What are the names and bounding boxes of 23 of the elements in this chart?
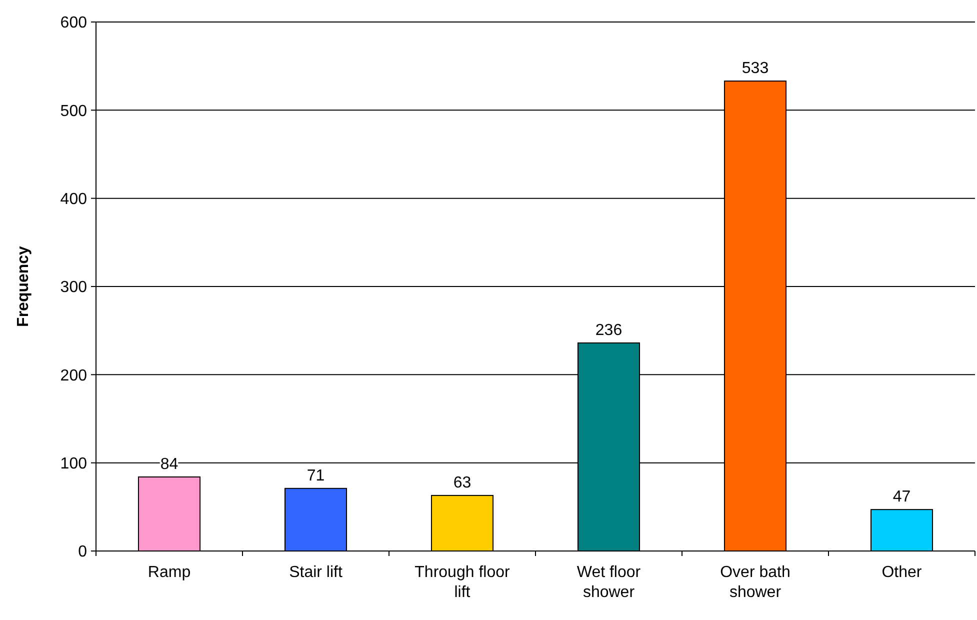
x-tick-label: Wet floor shower (576, 564, 642, 601)
y-tick-label: 400 (60, 190, 88, 208)
y-tick-label: 500 (60, 102, 88, 120)
bar (870, 509, 934, 552)
data-label: 236 (595, 322, 622, 339)
data-label: 533 (742, 60, 769, 78)
bar (138, 476, 201, 552)
data-label: 71 (306, 467, 325, 484)
y-tick-label: 200 (60, 367, 88, 384)
y-tick-label: 100 (60, 455, 88, 472)
y-tick-label: 0 (78, 544, 88, 561)
y-tick-label: 300 (60, 279, 88, 296)
data-label: 47 (892, 488, 911, 506)
x-tick-label: Other (882, 564, 922, 581)
y-tick-label: 600 (60, 14, 88, 32)
bar (284, 488, 348, 552)
bar (430, 494, 494, 552)
data-label: 63 (453, 474, 472, 492)
x-tick-label: Stair lift (289, 564, 343, 581)
y-axis-title: Frequency (15, 246, 32, 327)
x-tick-label: Over bath shower (720, 564, 790, 601)
x-tick-label: Ramp (148, 564, 191, 581)
x-tick-label: Through floor lift (414, 564, 510, 601)
